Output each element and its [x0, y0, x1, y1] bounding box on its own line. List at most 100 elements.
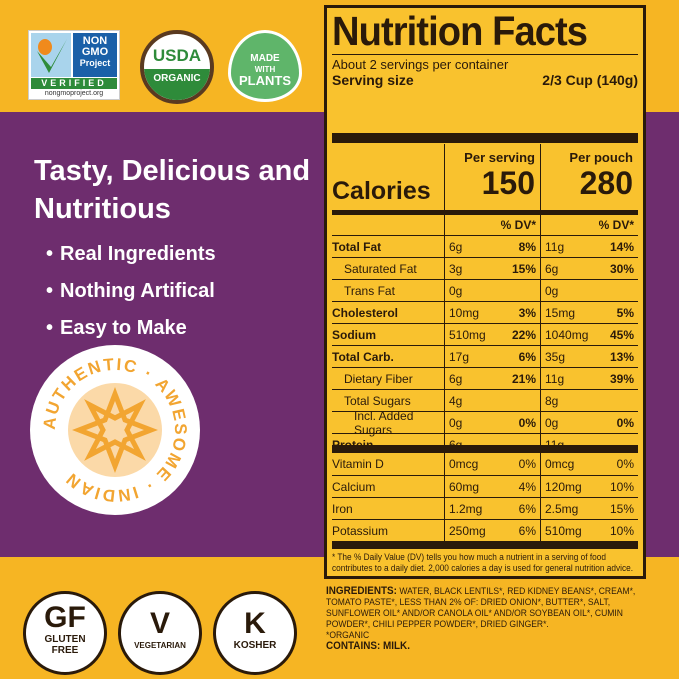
nutrient-dv-serving: 6% [518, 523, 536, 538]
bullet-item: Easy to Make [46, 317, 187, 340]
serving-size-label: Serving size [332, 72, 414, 88]
non-gmo-verified-logo: NON GMO Project VERIFIED nongmoproject.org [28, 30, 120, 100]
nutrient-amount-serving: 0mcg [449, 457, 479, 471]
butterfly-icon [31, 33, 71, 77]
nutrient-row: Total Sugars 4g 8g [332, 389, 638, 411]
nutrient-amount-serving: 10mg [449, 305, 480, 320]
nutrient-name: Iron [332, 501, 353, 516]
nutrient-name: Cholesterol [332, 305, 399, 320]
badge-symbol: V [149, 607, 170, 640]
nutrient-dv-pouch: 0% [616, 415, 634, 430]
ngmo-url: nongmoproject.org [44, 90, 104, 97]
nutrient-row: Saturated Fat 3g 15% 6g 30% [332, 257, 638, 279]
nutrient-dv-serving: 4% [518, 479, 536, 494]
nutrient-dv-pouch: 14% [609, 239, 634, 254]
nutrient-dv-serving: 6% [518, 349, 536, 364]
nutrient-amount-pouch: 6g [545, 261, 559, 276]
allergen-statement: CONTAINS: MILK. [326, 640, 410, 652]
nutrient-amount-pouch: 510mg [545, 523, 582, 538]
nutrient-name: Sodium [332, 327, 376, 342]
nutrient-amount-pouch: 0mcg [545, 457, 575, 471]
badge-symbol: K [244, 607, 266, 640]
nutrient-name: Saturated Fat [344, 261, 417, 276]
kosher-badge: K KOSHER [213, 591, 297, 675]
made-with-plants-logo: MADE WITH PLANTS [228, 30, 302, 102]
nutrient-name: Total Fat [332, 239, 382, 254]
nutrient-dv-pouch: 13% [609, 349, 634, 364]
nutrient-amount-serving: 510mg [449, 327, 486, 342]
nutrient-dv-pouch: 10% [609, 479, 634, 494]
flower-icon [68, 383, 162, 477]
organic-text: ORGANIC [144, 69, 210, 100]
nutrient-name: Total Carb. [332, 349, 394, 364]
ingredients-text: WATER, BLACK LENTILS*, RED KIDNEY BEANS*… [326, 586, 636, 630]
calories-per-serving: 150 [481, 165, 535, 201]
nutrient-dv-serving: 21% [511, 371, 536, 386]
nutrient-amount-serving: 60mg [449, 479, 480, 494]
nutrient-amount-pouch: 0g [545, 415, 559, 430]
nutrient-amount-serving: 4g [449, 393, 463, 408]
nutrient-amount-serving: 250mg [449, 523, 486, 538]
badge-label: GLUTEN FREE [44, 634, 86, 656]
nutrient-row: Trans Fat 0g 0g [332, 279, 638, 301]
nutrient-dv-pouch: 5% [616, 305, 634, 320]
ngmo-text: NON [82, 35, 108, 47]
nutrient-amount-serving: 17g [449, 349, 470, 364]
bullet-item: Real Ingredients [46, 243, 216, 266]
nutrition-title: Nutrition Facts [332, 8, 588, 54]
nutrient-row: Calcium 60mg 4% 120mg 10% [332, 475, 638, 497]
plants-text: WITH [254, 65, 276, 74]
nutrient-amount-pouch: 1040mg [545, 327, 589, 342]
nutrient-dv-serving: 3% [518, 305, 536, 320]
vegetarian-badge: V VEGETARIAN [118, 591, 202, 675]
nutrient-amount-serving: 0g [449, 415, 463, 430]
nutrient-amount-pouch: 120mg [545, 479, 582, 494]
nutrient-row: Total Fat 6g 8% 11g 14% [332, 235, 638, 257]
nutrient-amount-serving: 6g [449, 239, 463, 254]
nutrient-name: Vitamin D [332, 457, 384, 471]
nutrient-amount-pouch: 0g [545, 283, 559, 298]
authentic-awesome-indian-medallion: AUTHENTIC · AWESOME · INDIAN [30, 345, 200, 515]
nutrient-dv-serving: 6% [518, 501, 536, 516]
nutrient-dv-pouch: 30% [609, 261, 634, 276]
nutrient-row: Cholesterol 10mg 3% 15mg 5% [332, 301, 638, 323]
calories-label: Calories [332, 144, 445, 214]
plants-text: MADE [250, 53, 280, 64]
nutrient-row: Total Carb. 17g 6% 35g 13% [332, 345, 638, 367]
nutrient-name: Trans Fat [344, 283, 395, 298]
badge-label: VEGETARIAN [134, 641, 186, 650]
badge-symbol: GF [44, 601, 86, 634]
usda-organic-logo: USDA ORGANIC [140, 30, 214, 104]
nutrient-amount-pouch: 15mg [545, 305, 576, 320]
nutrient-dv-serving: 0% [518, 415, 536, 430]
plants-text: PLANTS [239, 73, 291, 88]
ngmo-text: Project [79, 58, 111, 68]
ngmo-text: GMO [81, 46, 109, 58]
ingredients: INGREDIENTS: WATER, BLACK LENTILS*, RED … [326, 586, 646, 652]
nutrient-dv-pouch: 10% [609, 523, 634, 538]
verified-text: VERIFIED [31, 78, 117, 89]
nutrient-dv-pouch: 45% [609, 327, 634, 342]
nutrient-amount-serving: 3g [449, 261, 463, 276]
ingredients-label: INGREDIENTS: [326, 585, 397, 597]
nutrient-dv-pouch: 0% [616, 457, 634, 471]
nutrient-amount-serving: 6g [449, 371, 463, 386]
dv-header: % DV* [500, 218, 536, 232]
nutrient-row: Vitamin D 0mcg 0% 0mcg 0% [332, 453, 638, 475]
nutrient-dv-serving: 0% [518, 457, 536, 471]
nutrient-row: Potassium 250mg 6% 510mg 10% [332, 519, 638, 541]
gluten-free-badge: GF GLUTEN FREE [23, 591, 107, 675]
badge-label: KOSHER [233, 640, 277, 651]
dv-header: % DV* [598, 218, 634, 232]
nutrient-amount-pouch: 11g [545, 371, 565, 386]
nutrient-row: Incl. Added Sugars 0g 0% 0g 0% [332, 409, 638, 437]
per-serving-header: Per serving [464, 150, 535, 165]
dv-footnote: * The % Daily Value (DV) tells you how m… [332, 552, 634, 573]
nutrient-dv-serving: 15% [511, 261, 536, 276]
nutrient-amount-serving: 1.2mg [449, 501, 483, 516]
nutrient-name: Dietary Fiber [344, 371, 413, 386]
servings-per-container: About 2 servings per container [332, 57, 509, 72]
nutrient-name: Calcium [332, 479, 376, 494]
nutrient-amount-pouch: 8g [545, 393, 559, 408]
calories-per-pouch: 280 [579, 165, 633, 201]
